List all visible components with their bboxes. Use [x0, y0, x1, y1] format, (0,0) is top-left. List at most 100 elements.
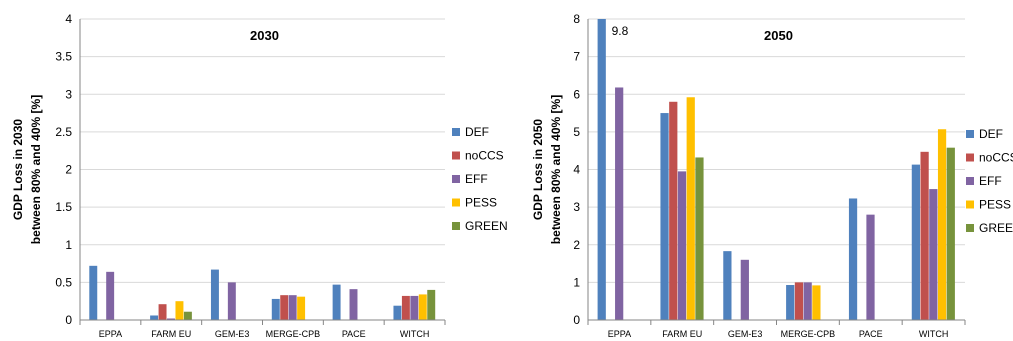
- bar-def-gem-e3: [723, 251, 732, 320]
- y-tick-label: 4: [573, 163, 580, 177]
- bar-def-witch: [393, 305, 402, 320]
- bar-def-merge-cpb: [786, 285, 795, 320]
- legend-label-green: GREEN: [979, 221, 1013, 235]
- chart-title: 2050: [764, 28, 793, 43]
- legend: DEF noCCS EFF PESS GREEN: [452, 125, 508, 233]
- y-axis-label-line-2: between 80% and 40% [%]: [29, 95, 43, 244]
- bar-def-eppa: [89, 265, 98, 320]
- x-tick-label: MERGE-CPB: [266, 329, 321, 339]
- bar-eff-pace: [866, 214, 875, 320]
- x-tick-label: FARM EU: [662, 329, 702, 339]
- x-tick-label: MERGE-CPB: [781, 329, 836, 339]
- bar-def-pace: [332, 284, 341, 320]
- y-tick-label: 6: [573, 87, 580, 101]
- legend-swatch-green: [966, 224, 974, 232]
- x-tick-labels: EPPA FARM EU GEM-E3 MERGE-CPB PACE WITCH: [99, 329, 430, 339]
- y-tick-label: 3.5: [55, 50, 72, 64]
- y-tick-label: 1: [573, 275, 580, 289]
- bar-eff-gem-e3: [227, 282, 236, 320]
- legend-label-green: GREEN: [465, 219, 508, 233]
- bar-def-witch: [911, 164, 920, 320]
- legend: DEF noCCS EFF PESS GREEN: [966, 127, 1013, 235]
- bar-def-gem-e3: [210, 269, 219, 320]
- gridlines: [588, 18, 965, 283]
- legend-swatch-noccs: [452, 151, 460, 160]
- bar-def-farm-eu: [150, 315, 159, 320]
- y-axis-label-line-2: between 80% and 40% [%]: [549, 95, 563, 244]
- y-tick-label: 2.5: [55, 125, 72, 139]
- y-tick-label: 0.5: [55, 275, 72, 289]
- legend-label-def: DEF: [979, 127, 1003, 141]
- x-tick-label: EPPA: [99, 329, 122, 339]
- x-tick-label: EPPA: [608, 329, 631, 339]
- bar-eff-witch: [929, 189, 938, 320]
- bar-eff-merge-cpb: [803, 282, 812, 320]
- y-tick-label: 2: [573, 238, 580, 252]
- y-tick-labels: 0 0.5 1 1.5 2 2.5 3 3.5 4: [55, 12, 72, 327]
- bar-green-farm-eu: [183, 311, 192, 320]
- annotations: 9.8: [612, 24, 629, 38]
- legend-swatch-green: [452, 222, 460, 230]
- bar-eff-farm-eu: [677, 171, 687, 320]
- bar-def-pace: [848, 198, 858, 320]
- legend-label-noccs: noCCS: [979, 151, 1013, 165]
- x-tick-label: PACE: [342, 329, 366, 339]
- bars: [597, 19, 955, 321]
- legend-swatch-eff: [452, 175, 460, 183]
- legend-swatch-pess: [452, 198, 460, 207]
- bar-eff-witch: [410, 295, 419, 320]
- legend-label-def: DEF: [465, 125, 489, 139]
- y-tick-label: 0: [573, 313, 580, 327]
- chart-2050: 0 1 2 3 4 5 6 7 8 EPPA FARM EU GEM-E3 MERGE-CPB PACE…: [531, 12, 1013, 339]
- bar-pess-farm-eu: [686, 97, 695, 320]
- chart-2030: 0 0.5 1 1.5 2 2.5 3 3.5 4 EPPA FARM EU GEM-E3 MERGE…: [11, 12, 508, 339]
- bar-pess-witch: [937, 129, 947, 320]
- bar-pess-farm-eu: [175, 301, 184, 320]
- x-tick-label: WITCH: [919, 329, 949, 339]
- bar-eff-farm-eu: [167, 318, 175, 320]
- y-tick-label: 1.5: [55, 200, 72, 214]
- y-tick-label: 5: [573, 125, 580, 139]
- x-tick-label: GEM-E3: [728, 329, 763, 339]
- y-tick-label: 2: [65, 163, 72, 177]
- y-tick-label: 7: [573, 50, 580, 64]
- legend-label-pess: PESS: [979, 198, 1011, 212]
- legend-swatch-noccs: [966, 153, 974, 162]
- y-tick-label: 1: [65, 238, 72, 252]
- bar-green-farm-eu: [695, 157, 704, 320]
- bar-def-eppa: [597, 19, 606, 320]
- x-tick-label: PACE: [859, 329, 883, 339]
- annotation-label: 9.8: [612, 24, 629, 38]
- bar-green-witch: [427, 289, 436, 320]
- legend-swatch-pess: [966, 200, 974, 209]
- legend-swatch-def: [966, 130, 974, 138]
- legend-swatch-eff: [966, 177, 974, 185]
- bar-eff-eppa: [106, 271, 115, 320]
- bar-noccs-farm-eu: [158, 304, 167, 320]
- legend-swatch-def: [452, 128, 460, 136]
- x-tick-label: WITCH: [400, 329, 430, 339]
- y-tick-label: 0: [65, 313, 72, 327]
- legend-label-noccs: noCCS: [465, 149, 504, 163]
- chart-title: 2030: [250, 28, 279, 43]
- axes: [587, 19, 966, 325]
- bar-pess-merge-cpb: [297, 296, 306, 320]
- bar-noccs-merge-cpb: [794, 282, 804, 320]
- bar-noccs-witch: [401, 295, 410, 320]
- y-tick-labels: 0 1 2 3 4 5 6 7 8: [573, 12, 580, 327]
- bar-noccs-merge-cpb: [280, 295, 289, 320]
- bar-def-farm-eu: [660, 113, 669, 320]
- y-axis-label-line-1: GDP Loss in 2030: [11, 119, 25, 220]
- bar-pess-merge-cpb: [812, 285, 821, 320]
- legend-label-pess: PESS: [465, 196, 497, 210]
- bar-green-witch: [946, 147, 955, 320]
- bars: [89, 265, 436, 320]
- y-tick-label: 3: [573, 200, 580, 214]
- x-tick-label: FARM EU: [151, 329, 191, 339]
- legend-label-eff: EFF: [465, 172, 488, 186]
- bar-noccs-farm-eu: [669, 101, 678, 321]
- bar-eff-eppa: [615, 87, 624, 320]
- axes: [79, 19, 446, 325]
- y-axis-label-line-1: GDP Loss in 2050: [531, 119, 545, 220]
